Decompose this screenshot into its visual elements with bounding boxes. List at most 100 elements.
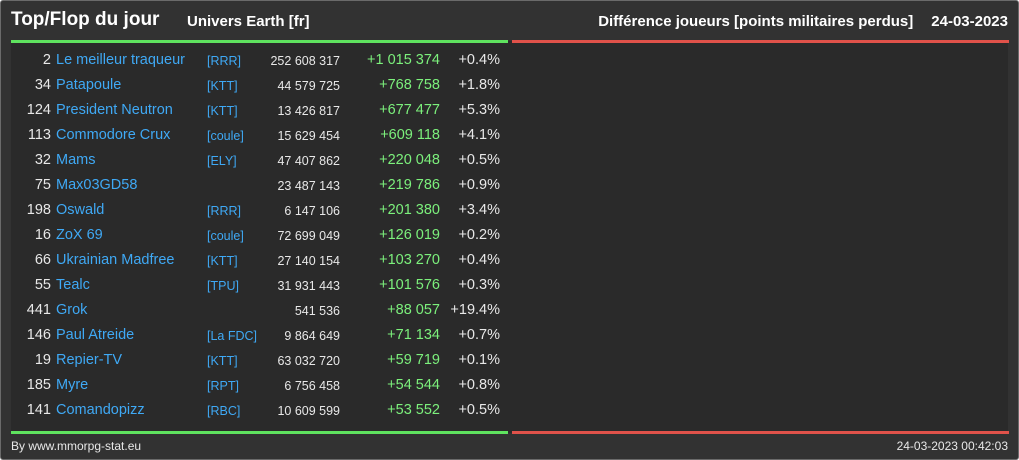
player-points: 72 699 049 [277,229,340,243]
player-rank: 198 [26,202,51,218]
player-points: 23 487 143 [277,179,340,193]
table-row: 198 Oswald [RRR] 6 147 106 +201 380 +3.4% [11,198,508,223]
points-difference: +126 019 [379,227,440,243]
universe-label: Univers Earth [fr] [187,13,310,30]
table-row: 441 Grok 541 536 +88 057 +19.4% [11,298,508,323]
alliance-tag[interactable]: [coule] [207,129,244,143]
player-points: 31 931 443 [277,279,340,293]
player-rank: 441 [26,302,51,318]
percent-change: +4.1% [458,127,500,143]
alliance-tag[interactable]: [RRR] [207,204,242,218]
player-name-link[interactable]: Max03GD58 [56,177,138,193]
player-points: 6 756 458 [284,379,340,393]
percent-change: +0.2% [458,227,500,243]
player-rank: 16 [34,227,51,243]
player-name-link[interactable]: President Neutron [56,102,173,118]
percent-change: +0.5% [458,152,500,168]
player-name-link[interactable]: Patapoule [56,77,122,93]
alliance-tag[interactable]: [RPT] [207,379,239,393]
player-points: 44 579 725 [277,79,340,93]
player-points: 10 609 599 [277,404,340,418]
player-name-link[interactable]: Ukrainian Madfree [56,252,175,268]
alliance-tag[interactable]: [KTT] [207,79,238,93]
player-rank: 34 [34,77,51,93]
flop-bar-upper [512,40,1009,43]
alliance-tag[interactable]: [ELY] [207,154,237,168]
player-points: 27 140 154 [277,254,340,268]
table-row: 185 Myre [RPT] 6 756 458 +54 544 +0.8% [11,373,508,398]
percent-change: +0.1% [458,352,500,368]
player-rank: 66 [34,252,51,268]
flop-panel [508,41,1008,433]
points-difference: +609 118 [380,127,440,143]
percent-change: +3.4% [458,202,500,218]
player-name-link[interactable]: Oswald [56,202,105,218]
alliance-tag[interactable]: [KTT] [207,104,238,118]
player-points: 252 608 317 [270,54,340,68]
points-difference: +768 758 [379,77,440,93]
player-name-link[interactable]: Grok [56,302,88,318]
player-name-link[interactable]: Commodore Crux [56,127,171,143]
table-row: 66 Ukrainian Madfree [KTT] 27 140 154 +103 2… [11,248,508,273]
alliance-tag[interactable]: [RBC] [207,404,241,418]
percent-change: +0.9% [458,177,500,193]
table-row: 141 Comandopizz [RBC] 10 609 599 +53 552 +0.5… [11,398,508,423]
percent-change: +5.3% [458,102,500,118]
percent-change: +0.4% [458,52,500,68]
alliance-tag[interactable]: [TPU] [207,279,239,293]
table-row: 75 Max03GD58 23 487 143 +219 786 +0.9% [11,173,508,198]
flop-bar-lower [512,431,1009,434]
table-row: 19 Repier-TV [KTT] 63 032 720 +59 719 +0.1% [11,348,508,373]
player-name-link[interactable]: Tealc [56,277,90,293]
table-row: 146 Paul Atreide [La FDC] 9 864 649 +71 134 +… [11,323,508,348]
player-points: 6 147 106 [284,204,340,218]
footer-credit[interactable]: By www.mmorpg-stat.eu [11,439,142,453]
player-points: 47 407 862 [277,154,340,168]
player-name-link[interactable]: Repier-TV [56,352,123,368]
points-difference: +53 552 [387,402,440,418]
alliance-tag[interactable]: [coule] [207,229,244,243]
points-difference: +101 576 [379,277,440,293]
table-row: 34 Patapoule [KTT] 44 579 725 +768 758 +1.8% [11,73,508,98]
player-points: 9 864 649 [284,329,340,343]
table-row: 32 Mams [ELY] 47 407 862 +220 048 +0.5% [11,148,508,173]
page-title: Top/Flop du jour [11,9,160,30]
player-name-link[interactable]: Paul Atreide [56,327,135,343]
table-row: 55 Tealc [TPU] 31 931 443 +101 576 +0.3% [11,273,508,298]
table-row: 124 President Neutron [KTT] 13 426 817 +677 … [11,98,508,123]
percent-change: +19.4% [450,302,500,318]
header-right: Différence joueurs [points militaires pe… [598,13,1008,30]
table-row: 113 Commodore Crux [coule] 15 629 454 +609 1… [11,123,508,148]
percent-change: +0.8% [458,377,500,393]
points-difference: +677 477 [379,102,440,118]
points-difference: +88 057 [387,302,440,318]
player-rank: 55 [34,277,51,293]
percent-change: +1.8% [458,77,500,93]
points-difference: +71 134 [387,327,440,343]
alliance-tag[interactable]: [RRR] [207,54,242,68]
player-name-link[interactable]: ZoX 69 [56,227,103,243]
alliance-tag[interactable]: [La FDC] [207,329,258,343]
player-points: 63 032 720 [277,354,340,368]
player-rank: 146 [26,327,51,343]
player-rank: 19 [34,352,51,368]
footer-timestamp: 24-03-2023 00:42:03 [896,439,1008,453]
player-rank: 124 [26,102,51,118]
percent-change: +0.3% [458,277,500,293]
alliance-tag[interactable]: [KTT] [207,254,238,268]
player-rank: 185 [26,377,51,393]
points-difference: +201 380 [379,202,440,218]
player-rank: 113 [27,127,51,143]
player-name-link[interactable]: Le meilleur traqueur [56,52,185,68]
alliance-tag[interactable]: [KTT] [207,354,238,368]
ranking-subtitle: Différence joueurs [points militaires pe… [598,13,914,30]
player-rank: 75 [34,177,51,193]
player-name-link[interactable]: Myre [56,377,89,393]
player-name-link[interactable]: Mams [56,152,96,168]
player-name-link[interactable]: Comandopizz [56,402,145,418]
player-points: 13 426 817 [277,104,340,118]
player-points: 541 536 [294,304,340,318]
player-rank: 141 [26,402,51,418]
points-difference: +220 048 [379,152,440,168]
